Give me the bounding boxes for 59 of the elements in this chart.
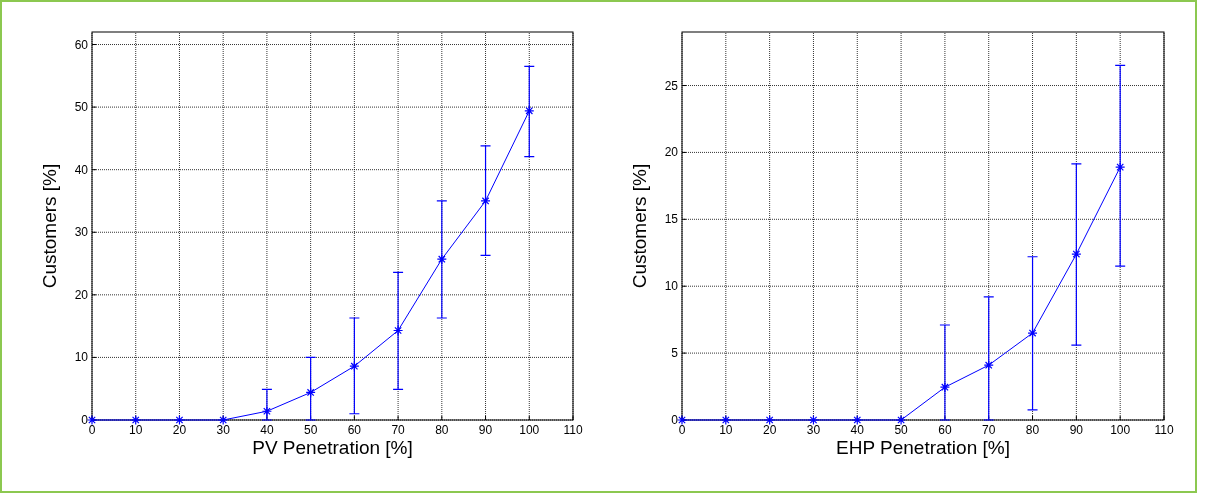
point bbox=[1027, 327, 1038, 339]
point bbox=[261, 406, 273, 417]
x-tick-label: 100 bbox=[1110, 423, 1131, 437]
point bbox=[852, 414, 863, 426]
x-tick-label: 70 bbox=[391, 423, 406, 437]
x-tick-label: 90 bbox=[478, 423, 493, 437]
x-tick-label: 10 bbox=[129, 423, 143, 437]
point bbox=[808, 414, 819, 426]
y-tick-label: 10 bbox=[664, 279, 679, 294]
y-tick-label: 20 bbox=[664, 145, 679, 160]
x-tick-label: 60 bbox=[347, 423, 362, 437]
y-tick-label: 20 bbox=[74, 287, 89, 302]
x-tick-label: 60 bbox=[938, 423, 952, 437]
point bbox=[720, 414, 731, 426]
y-tick-label: 0 bbox=[81, 413, 89, 427]
x-tick-label: 80 bbox=[435, 423, 449, 437]
point bbox=[895, 414, 907, 426]
x-tick-label: 50 bbox=[894, 423, 909, 437]
x-tick-label: 20 bbox=[762, 423, 777, 437]
x-tick-label: 50 bbox=[303, 423, 318, 437]
y-tick-label: 5 bbox=[671, 346, 679, 361]
x-tick-label: 30 bbox=[806, 423, 821, 437]
x-axis-title: EHP Penetration [%] bbox=[836, 437, 1010, 458]
point bbox=[939, 382, 951, 393]
x-axis-title: PV Penetration [%] bbox=[252, 437, 413, 458]
point bbox=[305, 387, 316, 398]
y-tick-label: 40 bbox=[74, 162, 89, 177]
y-tick-label: 30 bbox=[74, 225, 89, 240]
y-tick-label: 0 bbox=[671, 413, 679, 427]
point bbox=[349, 361, 360, 372]
x-tick-label: 110 bbox=[563, 423, 583, 437]
x-tick-label: 20 bbox=[172, 423, 187, 437]
x-tick-label: 10 bbox=[719, 423, 733, 437]
x-tick-label: 100 bbox=[519, 423, 540, 437]
point bbox=[480, 195, 491, 207]
x-tick-label: 70 bbox=[982, 423, 996, 437]
point bbox=[764, 414, 775, 426]
point bbox=[983, 360, 994, 371]
y-tick-label: 25 bbox=[664, 78, 679, 93]
y-tick-label: 60 bbox=[74, 37, 89, 52]
point bbox=[1071, 249, 1082, 260]
point bbox=[524, 105, 535, 116]
y-tick-label: 10 bbox=[74, 350, 89, 365]
x-tick-label: 40 bbox=[850, 423, 865, 437]
y-tick-label: 50 bbox=[74, 100, 89, 115]
point bbox=[392, 325, 404, 336]
x-tick-label: 110 bbox=[1154, 423, 1174, 437]
point bbox=[1115, 162, 1126, 173]
y-axis-title: Customers [%] bbox=[39, 163, 60, 289]
x-tick-label: 30 bbox=[216, 423, 231, 437]
point bbox=[218, 414, 229, 426]
x-tick-label: 90 bbox=[1069, 423, 1084, 437]
point bbox=[436, 254, 447, 265]
y-tick-label: 15 bbox=[664, 212, 679, 227]
x-tick-label: 40 bbox=[260, 423, 274, 437]
point bbox=[174, 414, 185, 426]
point bbox=[130, 414, 141, 426]
y-axis-title: Customers [%] bbox=[629, 163, 650, 289]
x-tick-label: 80 bbox=[1025, 423, 1040, 437]
